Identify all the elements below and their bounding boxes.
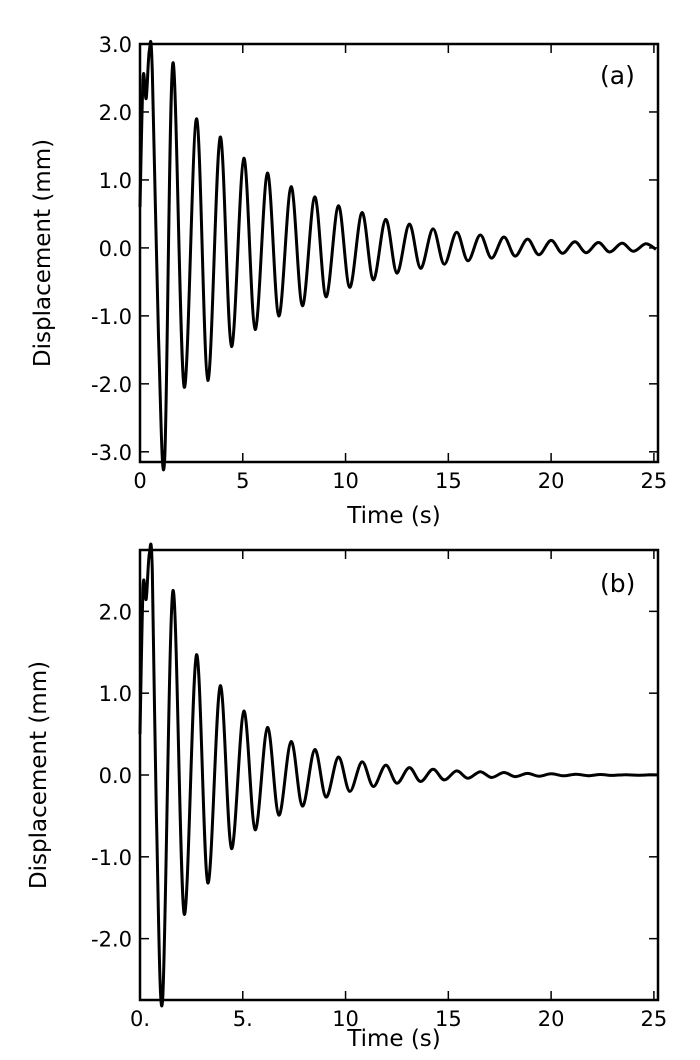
x-tick-label-b-5: 25 xyxy=(641,1007,668,1031)
x-axis-label-a: Time (s) xyxy=(346,503,441,529)
y-tick-label-b-4: 2.0 xyxy=(99,600,132,624)
displacement-line-a xyxy=(138,40,657,472)
x-tick-label-b-1: 5. xyxy=(233,1007,253,1031)
y-tick-label-b-3: 1.0 xyxy=(99,682,132,706)
y-tick-label-a-6: 3.0 xyxy=(99,33,132,57)
x-tick-label-b-4: 20 xyxy=(538,1007,565,1031)
y-tick-label-b-0: -2.0 xyxy=(91,928,132,952)
x-tick-label-a-1: 5 xyxy=(236,469,249,493)
displacement-line-b xyxy=(138,542,659,1008)
y-tick-label-a-2: -1.0 xyxy=(91,305,132,329)
y-axis-label-b: Displacement (mm) xyxy=(26,661,52,889)
y-tick-label-a-3: 0.0 xyxy=(99,237,132,261)
x-tick-label-a-4: 20 xyxy=(538,469,565,493)
x-tick-label-b-3: 15 xyxy=(435,1007,462,1031)
panel-a: 0 5 10 15 20 25 -3.0-2.0-1.00.01.02.03.0 (a) … xyxy=(30,33,667,529)
y-tick-label-b-1: -1.0 xyxy=(91,846,132,870)
x-tick-label-b-0: 0. xyxy=(130,1007,150,1031)
y-ticks-a: -3.0 -2.0 -1.0 0.0 1.0 2.0 3.0 xyxy=(91,33,658,465)
x-tick-label-a-0: 0 xyxy=(133,469,146,493)
panel-label-b: (b) xyxy=(600,569,635,598)
y-tick-label-a-5: 2.0 xyxy=(99,101,132,125)
panel-b: 0. 5. 10 15 20 25 -2.0 -1.0 0.0 1.0 2.0 (b) Time … xyxy=(26,542,667,1052)
x-axis-label-b: Time (s) xyxy=(346,1026,441,1052)
x-ticks-a: 0 5 10 15 20 25 xyxy=(133,44,667,493)
panel-label-a: (a) xyxy=(600,61,635,90)
y-axis-label-a: Displacement (mm) xyxy=(30,139,56,367)
plot-frame-a xyxy=(138,42,660,464)
y-ticks-b: -2.0 -1.0 0.0 1.0 2.0 xyxy=(91,600,658,952)
x-tick-label-a-2: 10 xyxy=(332,469,359,493)
x-ticks-b: 0. 5. 10 15 20 25 xyxy=(130,550,667,1031)
y-tick-label-a-4: 1.0 xyxy=(99,169,132,193)
y-tick-label-b-2: 0.0 xyxy=(99,764,132,788)
x-tick-label-a-3: 15 xyxy=(435,469,462,493)
y-tick-label-a-1: -2.0 xyxy=(91,373,132,397)
y-tick-label-a-0: -3.0 xyxy=(91,441,132,465)
x-tick-label-b-2: 10 xyxy=(332,1007,359,1031)
x-tick-label-a-5: 25 xyxy=(641,469,668,493)
